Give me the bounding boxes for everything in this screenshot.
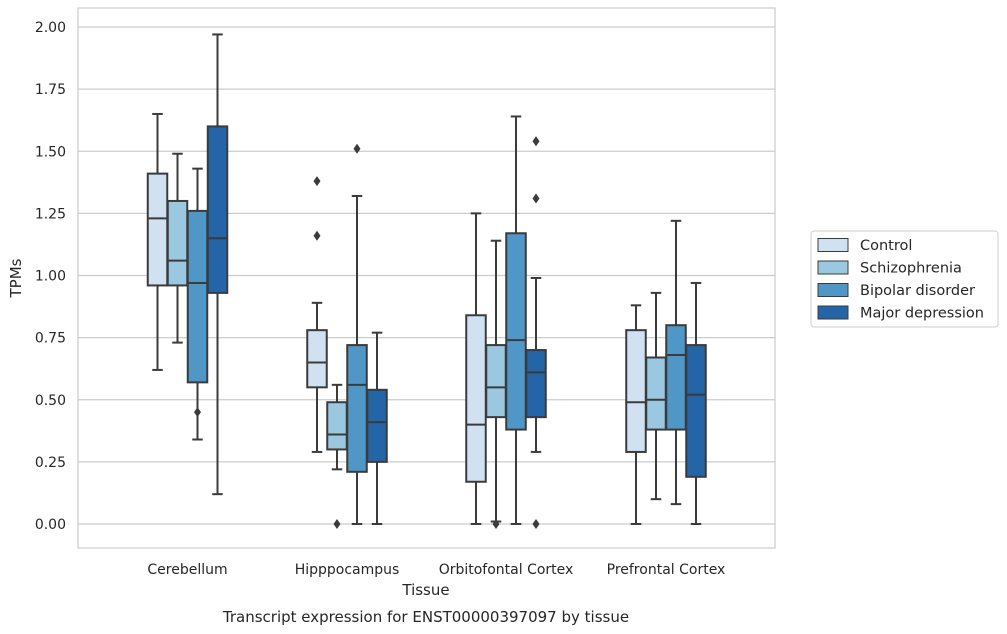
box-iqr xyxy=(645,356,667,431)
x-tick-label: Cerebellum xyxy=(147,562,227,578)
y-tick-label: 0.50 xyxy=(35,393,66,409)
box-major-depression xyxy=(525,136,547,529)
box-series xyxy=(146,33,707,529)
legend-swatch xyxy=(817,283,849,297)
outlier-point xyxy=(313,176,321,187)
legend-label: Control xyxy=(860,238,912,254)
outlier-point xyxy=(532,519,540,529)
box-control xyxy=(465,212,487,525)
x-tick-label: Hipppocampus xyxy=(295,562,400,578)
legend-frame xyxy=(810,230,999,328)
y-tick-label: 1.00 xyxy=(35,269,66,285)
box-major-depression xyxy=(366,331,388,525)
box-bipolar-disorder xyxy=(186,167,209,441)
chart-caption: Transcript expression for ENST0000039709… xyxy=(222,608,629,626)
box-iqr xyxy=(166,199,189,287)
box-bipolar-disorder xyxy=(665,219,687,506)
y-tick-label: 1.50 xyxy=(35,144,66,160)
outlier-point xyxy=(532,136,540,147)
legend-label: Major depression xyxy=(860,306,984,322)
y-tick-label: 1.25 xyxy=(35,206,66,222)
box-iqr xyxy=(146,172,169,287)
legend: Control Schizophrenia Bipolar disorder Majo… xyxy=(810,230,999,328)
y-tick-label: 0.25 xyxy=(35,455,66,471)
y-tick-labels: 0.00 0.25 0.50 0.75 1.00 1.25 1.50 1.75 2.00 xyxy=(35,20,66,533)
x-tick-label: Orbitofontal Cortex xyxy=(439,562,574,578)
box-iqr xyxy=(665,324,687,431)
plot-frame xyxy=(77,7,776,549)
x-tick-label: Prefrontal Cortex xyxy=(607,562,726,578)
y-tick-label: 2.00 xyxy=(35,20,66,36)
outlier-point xyxy=(194,407,201,418)
box-iqr xyxy=(465,314,487,483)
y-tick-label: 0.00 xyxy=(35,517,66,533)
y-tick-label: 1.75 xyxy=(35,82,66,98)
legend-label: Schizophrenia xyxy=(860,261,962,277)
x-tick-labels: Cerebellum Hipppocampus Orbitofontal Corte… xyxy=(147,562,725,578)
box-control xyxy=(306,176,328,453)
box-iqr xyxy=(326,401,348,451)
legend-swatch xyxy=(817,260,849,275)
legend-swatch xyxy=(817,305,849,320)
box-iqr xyxy=(186,209,209,384)
y-tick-label: 0.75 xyxy=(35,331,66,347)
box-iqr xyxy=(625,329,647,453)
y-axis-label: TPMs xyxy=(7,258,25,298)
box-major-depression xyxy=(206,33,229,496)
legend-label: Bipolar disorder xyxy=(860,283,975,299)
box-iqr xyxy=(525,349,547,419)
box-iqr xyxy=(485,344,507,419)
box-iqr xyxy=(366,388,388,463)
legend-swatch xyxy=(817,238,849,252)
box-bipolar-disorder xyxy=(346,143,368,525)
box-iqr xyxy=(685,344,707,478)
x-axis-label: Tissue xyxy=(401,581,449,599)
outlier-point xyxy=(353,143,361,154)
outlier-point xyxy=(532,193,540,204)
box-iqr xyxy=(346,344,368,473)
box-bipolar-disorder xyxy=(505,115,527,525)
box-iqr xyxy=(206,125,229,294)
box-major-depression xyxy=(685,281,707,525)
outlier-point xyxy=(492,519,500,529)
outlier-point xyxy=(313,230,321,241)
box-iqr xyxy=(505,232,527,431)
outlier-point xyxy=(333,519,341,529)
box-iqr xyxy=(306,329,328,389)
